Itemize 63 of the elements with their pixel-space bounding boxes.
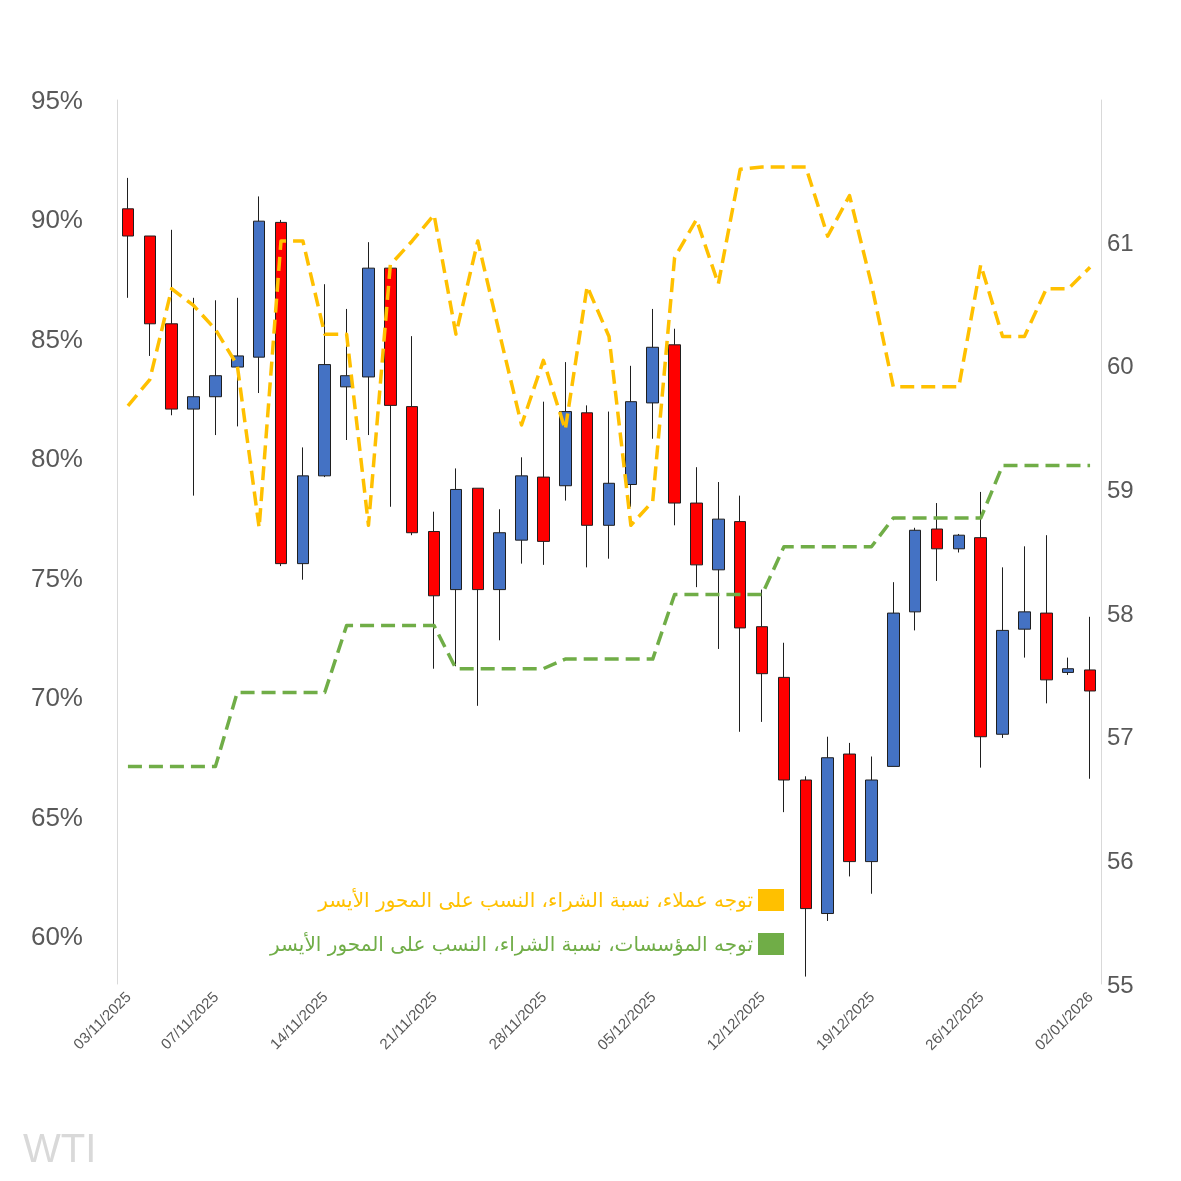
- candlestick: [603, 411, 615, 560]
- y2-tick-label: 55: [1107, 970, 1134, 998]
- candlestick: [493, 508, 506, 641]
- y-tick-label: 95%: [30, 85, 83, 115]
- candlestick: [209, 299, 222, 436]
- y2-tick-label: 56: [1107, 846, 1134, 874]
- candlestick: [931, 502, 943, 582]
- candlestick: [297, 446, 309, 581]
- candlestick: [384, 267, 397, 508]
- candlestick: [865, 756, 878, 895]
- y-tick-label: 90%: [30, 204, 83, 235]
- candlestick: [428, 511, 440, 670]
- candlestick: [778, 642, 790, 813]
- candlestick: [122, 177, 134, 299]
- y-tick-label: 65%: [30, 801, 83, 832]
- y2-tick-label: 58: [1107, 599, 1134, 627]
- candlestick: [756, 589, 768, 723]
- y-tick-label: 85%: [30, 323, 83, 354]
- y-tick-label: 80%: [30, 443, 83, 474]
- candlestick: [537, 401, 550, 566]
- candlestick: [559, 361, 572, 502]
- y2-tick-label: 57: [1107, 723, 1134, 751]
- candlestick: [515, 456, 528, 565]
- candlestick: [165, 229, 178, 416]
- candlestick: [1040, 534, 1053, 704]
- y-tick-label: 70%: [30, 682, 83, 713]
- candlestick: [821, 736, 834, 922]
- candlestick: [231, 297, 244, 427]
- candlestick: [472, 487, 484, 707]
- candlestick: [362, 241, 375, 436]
- candlestick: [275, 219, 287, 567]
- y2-tick-label: 61: [1107, 228, 1134, 256]
- candlestick: [996, 566, 1009, 739]
- y-tick-label: 60%: [30, 921, 83, 952]
- candlestick: [1084, 616, 1096, 780]
- candlestick: [406, 335, 418, 536]
- candlestick: [668, 328, 681, 526]
- line-series: [126, 165, 1092, 530]
- candlestick: [450, 467, 462, 667]
- legend-label: توجه عملاء، نسبة الشراء، النسب على المحور الأيسر: [317, 888, 753, 912]
- candlestick: [646, 308, 659, 440]
- candlestick: [1062, 657, 1074, 676]
- candlestick: [690, 466, 703, 588]
- y2-tick-label: 59: [1107, 475, 1134, 503]
- candlestick: [800, 775, 812, 978]
- candlestick: [909, 527, 921, 631]
- candlestick: [253, 195, 265, 394]
- candlestick: [625, 365, 637, 508]
- y-tick-label: 75%: [30, 562, 83, 593]
- candlestick: [843, 742, 856, 877]
- candlestick: [953, 533, 965, 554]
- candlestick: [974, 491, 987, 769]
- legend-label: توجه المؤسسات، نسبة الشراء، النسب على المحور الأيسر: [268, 932, 753, 956]
- candlestick: [734, 495, 746, 733]
- candlestick: [1018, 545, 1031, 659]
- candlestick: [581, 404, 593, 568]
- candlestick: [318, 283, 331, 478]
- candlestick: [887, 581, 900, 767]
- y2-tick-label: 60: [1107, 352, 1134, 380]
- candlestick: [144, 235, 156, 357]
- candlestick: [187, 297, 200, 497]
- candlestick: [712, 481, 725, 650]
- line-series: [126, 463, 1092, 769]
